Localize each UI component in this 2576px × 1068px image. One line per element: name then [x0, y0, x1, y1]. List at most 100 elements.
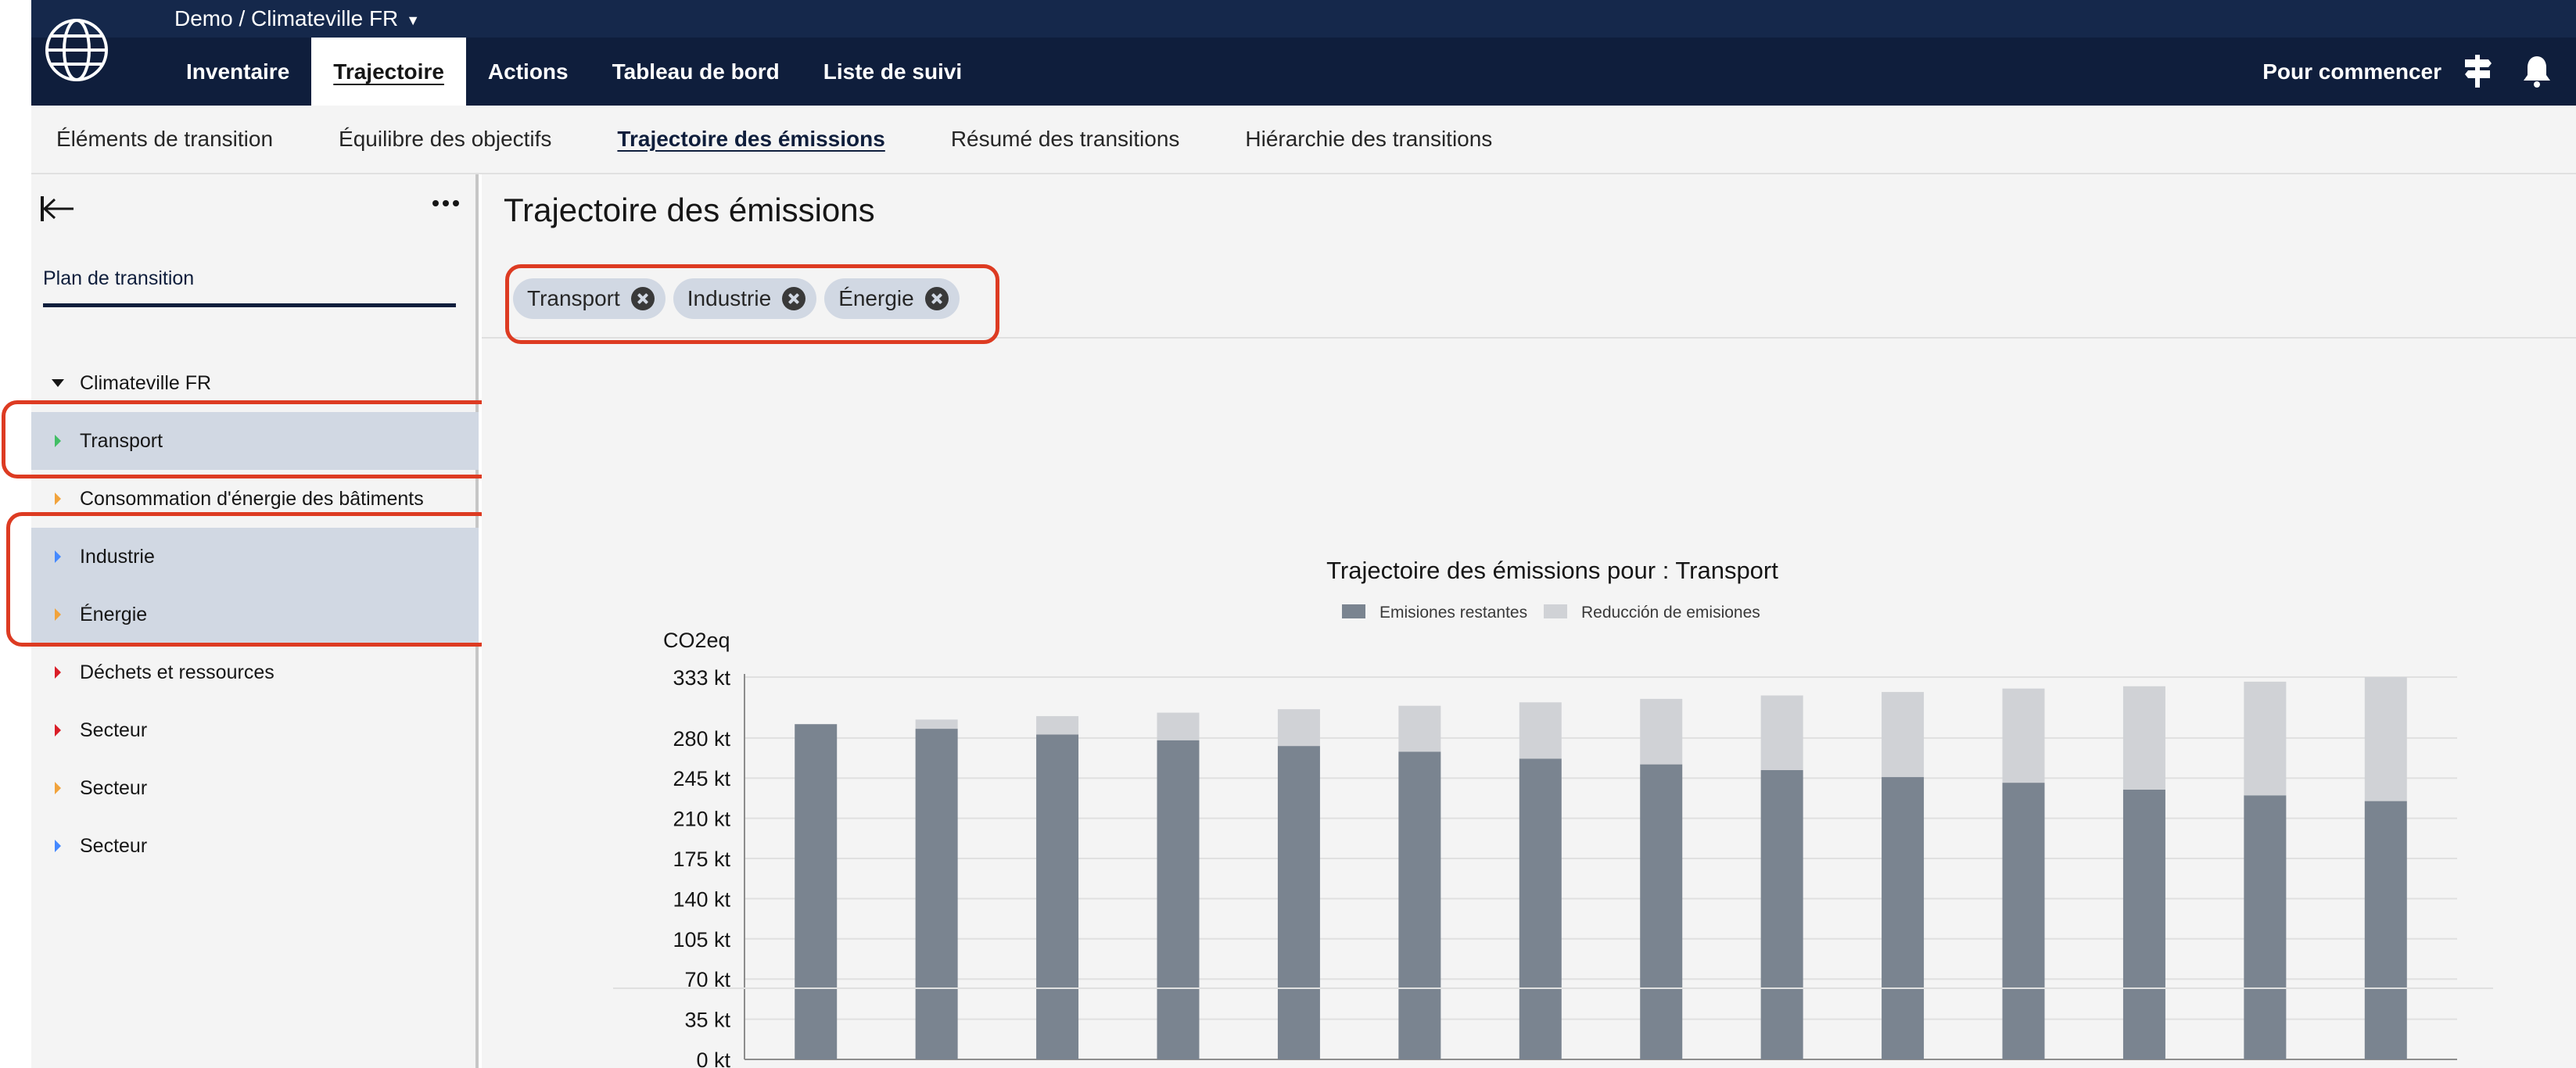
bar-segment — [2244, 681, 2287, 796]
tree-root-label: Climateville FR — [80, 372, 212, 394]
chart-title: Trajectoire des émissions pour : Transpo… — [1326, 557, 1778, 584]
filter-chip-industrie[interactable]: Industrie — [673, 278, 817, 319]
tree-item-label: Transport — [80, 430, 163, 452]
bar-segment — [795, 724, 838, 1059]
y-tick-label: 0 kt — [696, 1048, 730, 1068]
tree-item-secteur[interactable]: Secteur — [31, 701, 479, 759]
tree-item-industrie[interactable]: Industrie — [31, 528, 479, 586]
y-tick-label: 280 kt — [673, 727, 730, 751]
bar-segment — [1277, 709, 1320, 747]
legend-swatch — [1342, 604, 1365, 618]
tab-actions[interactable]: Actions — [487, 59, 569, 84]
tree-item-label: Déchets et ressources — [80, 661, 274, 683]
bar-segment — [1640, 698, 1683, 765]
workspace-strip — [31, 0, 2576, 38]
tab-liste-de-suivi[interactable]: Liste de suivi — [823, 59, 963, 84]
tree-item-secteur[interactable]: Secteur — [31, 759, 479, 817]
subnav-equilibre-objectifs[interactable]: Équilibre des objectifs — [339, 127, 552, 151]
legend-swatch — [1544, 604, 1567, 618]
close-icon[interactable] — [924, 287, 949, 310]
y-tick-label: 210 kt — [673, 808, 730, 831]
globe-logo-icon[interactable] — [42, 16, 111, 84]
signpost-icon[interactable] — [2462, 53, 2493, 89]
close-icon[interactable] — [630, 287, 655, 310]
bar-segment — [2364, 677, 2407, 801]
y-tick-label: 105 kt — [673, 928, 730, 952]
tree-item-label: Industrie — [80, 546, 155, 568]
chart-divider — [613, 987, 2493, 989]
tab-tableau-de-bord[interactable]: Tableau de bord — [612, 59, 780, 84]
subnav-resume-transitions[interactable]: Résumé des transitions — [950, 127, 1180, 151]
bar-segment — [2244, 795, 2287, 1059]
tab-plan-de-transition[interactable]: Plan de transition — [43, 267, 456, 307]
tree-item-label: Secteur — [80, 719, 148, 741]
emissions-chart: Trajectoire des émissions pour : Transpo… — [482, 339, 2576, 1068]
tab-trajectoire[interactable]: Trajectoire — [311, 38, 466, 106]
subnav-elements-transition[interactable]: Éléments de transition — [56, 127, 274, 151]
bar-segment — [2002, 783, 2045, 1059]
bar-segment — [1760, 695, 1803, 770]
caret-down-icon — [52, 379, 64, 387]
bar-segment — [1398, 751, 1441, 1059]
bar-segment — [1157, 712, 1200, 740]
overflow-menu-icon[interactable] — [432, 198, 460, 209]
collapse-panel-icon[interactable] — [39, 193, 77, 224]
tree-item-dechets[interactable]: Déchets et ressources — [31, 643, 479, 701]
filter-chip-label: Transport — [527, 286, 620, 310]
tab-inventaire[interactable]: Inventaire — [186, 59, 290, 84]
tree-item-label: Consommation d'énergie des bâtiments — [80, 488, 424, 510]
bar-segment — [1519, 758, 1562, 1059]
legend-label: Emisiones restantes — [1379, 604, 1527, 622]
bell-icon[interactable] — [2521, 53, 2553, 89]
bar-segment — [1036, 715, 1079, 735]
filter-chips: Transport Industrie Énergie — [513, 278, 960, 319]
get-started-link[interactable]: Pour commencer — [2262, 59, 2441, 84]
caret-right-icon — [55, 493, 61, 505]
subnav-trajectoire-emissions[interactable]: Trajectoire des émissions — [617, 127, 885, 151]
bar-segment — [1036, 734, 1079, 1059]
caret-right-icon — [55, 435, 61, 447]
tree-item-label: Secteur — [80, 777, 148, 799]
legend-label: Reducción de emisiones — [1581, 604, 1760, 622]
sub-nav: Éléments de transition Équilibre des obj… — [31, 106, 2576, 174]
subnav-hierarchie-transitions[interactable]: Hiérarchie des transitions — [1245, 127, 1493, 151]
tree-item-label: Énergie — [80, 604, 148, 625]
main-content: Trajectoire des émissions Transport Indu… — [482, 174, 2576, 1068]
left-panel: Plan de transition Climateville FR Trans… — [31, 174, 479, 1068]
top-header: Demo / Climateville FR ▼ Inventaire Traje… — [31, 0, 2576, 106]
bar-segment — [1760, 769, 1803, 1059]
filter-chip-transport[interactable]: Transport — [513, 278, 666, 319]
bar-segment — [1398, 705, 1441, 752]
tree-item-energie[interactable]: Énergie — [31, 586, 479, 643]
y-axis-label: CO2eq — [663, 629, 730, 652]
y-tick-label: 140 kt — [673, 887, 730, 911]
filter-chip-label: Énergie — [838, 286, 914, 310]
caret-right-icon — [55, 550, 61, 563]
chart-svg: Trajectoire des émissions pour : Transpo… — [663, 557, 2457, 1068]
bar-segment — [915, 729, 958, 1059]
caret-right-icon — [55, 840, 61, 852]
page-title: Trajectoire des émissions — [504, 192, 875, 228]
caret-right-icon — [55, 724, 61, 736]
y-tick-label: 245 kt — [673, 767, 730, 790]
y-tick-label: 333 kt — [673, 666, 730, 690]
bar-segment — [2122, 686, 2165, 790]
filter-chip-energie[interactable]: Énergie — [824, 278, 960, 319]
tree-item-transport[interactable]: Transport — [31, 412, 479, 470]
tree-root-climateville[interactable]: Climateville FR — [31, 354, 479, 412]
tree-item-secteur[interactable]: Secteur — [31, 817, 479, 875]
caret-right-icon — [55, 782, 61, 794]
caret-right-icon — [55, 608, 61, 621]
workspace-selector[interactable]: Demo / Climateville FR ▼ — [174, 3, 420, 34]
caret-right-icon — [55, 666, 61, 679]
bar-segment — [2364, 801, 2407, 1059]
workspace-label: Demo / Climateville FR — [174, 6, 399, 30]
bar-segment — [915, 719, 958, 729]
bar-segment — [1882, 776, 1925, 1059]
filter-divider — [482, 337, 2576, 339]
main-nav: Inventaire Trajectoire Actions Tableau d… — [164, 38, 984, 106]
bar-segment — [1640, 764, 1683, 1059]
close-icon[interactable] — [782, 287, 806, 310]
tree-item-consommation-energie[interactable]: Consommation d'énergie des bâtiments — [31, 470, 479, 528]
bar-segment — [1519, 702, 1562, 759]
